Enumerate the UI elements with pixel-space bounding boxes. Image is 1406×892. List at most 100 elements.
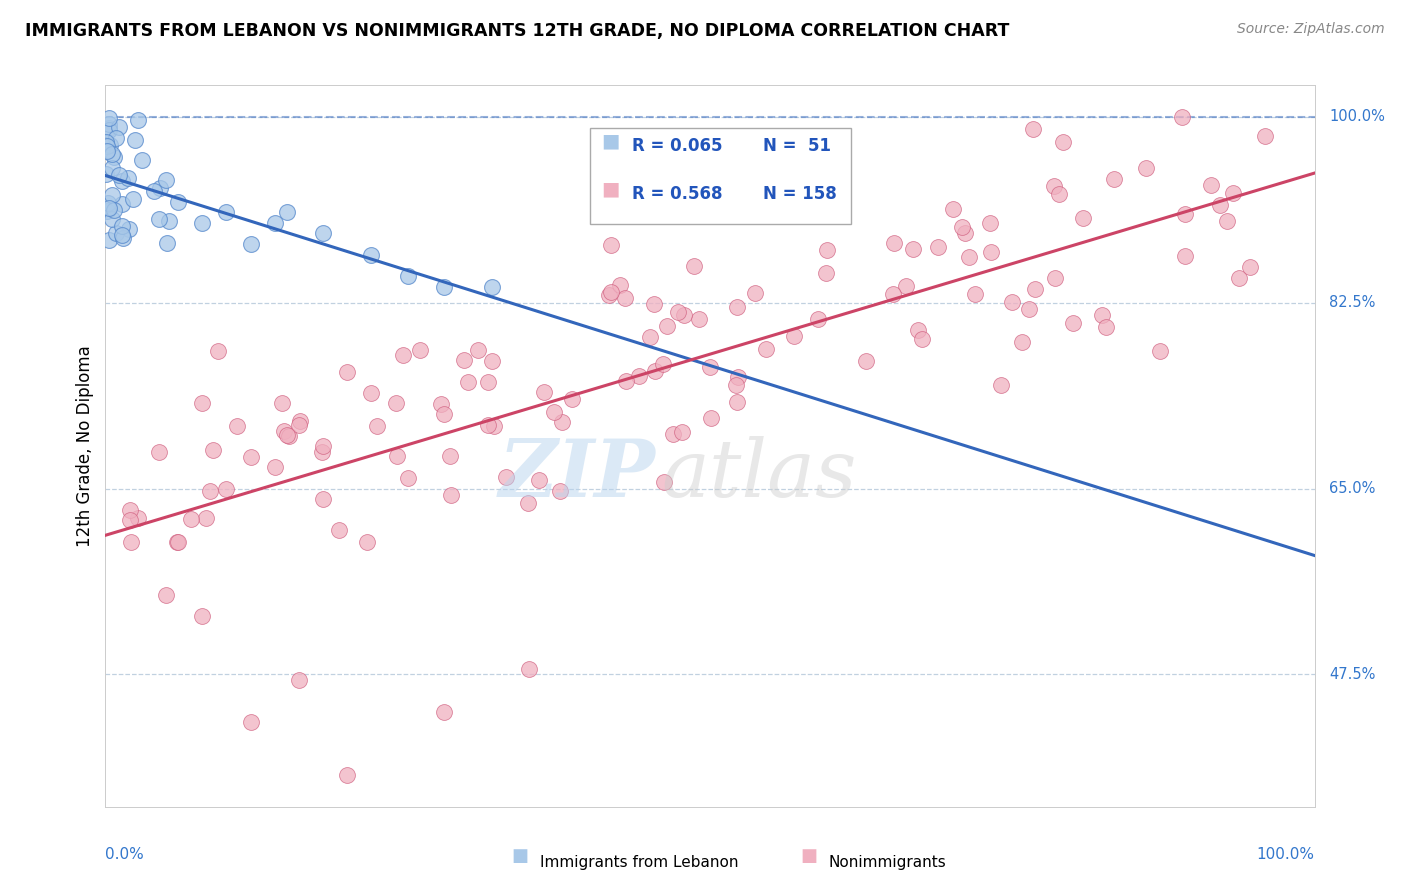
Point	[481, 279, 503, 293]
Point	[477, 417, 499, 432]
Text: N =  51: N = 51	[763, 136, 831, 154]
Point	[288, 673, 311, 687]
Point	[148, 211, 170, 226]
Point	[1227, 271, 1250, 285]
Point	[671, 425, 693, 440]
Point	[1022, 121, 1045, 136]
Point	[97, 195, 120, 210]
Point	[195, 510, 218, 524]
Point	[273, 424, 295, 438]
Point	[688, 311, 710, 326]
Point	[614, 374, 637, 388]
Point	[118, 221, 141, 235]
Point	[1071, 211, 1094, 225]
Point	[111, 219, 134, 234]
Point	[336, 768, 359, 782]
Point	[517, 662, 540, 676]
Point	[725, 300, 748, 314]
Point	[118, 513, 141, 527]
Point	[276, 205, 298, 219]
Point	[276, 428, 298, 442]
Point	[148, 445, 170, 459]
Point	[155, 173, 177, 187]
Point	[98, 123, 121, 137]
Point	[907, 323, 929, 337]
Point	[1254, 128, 1277, 143]
Point	[543, 405, 565, 419]
Point	[155, 236, 177, 251]
Point	[96, 144, 118, 158]
Point	[433, 407, 456, 421]
Point	[122, 192, 145, 206]
Point	[356, 534, 378, 549]
Point	[288, 417, 311, 432]
Text: Nonimmigrants: Nonimmigrants	[828, 855, 946, 870]
Point	[477, 375, 499, 389]
Point	[96, 135, 118, 149]
Point	[699, 360, 721, 375]
Text: atlas: atlas	[662, 436, 858, 514]
Point	[957, 250, 980, 264]
Point	[108, 120, 131, 134]
Point	[1047, 187, 1070, 202]
Point	[111, 231, 134, 245]
Point	[950, 220, 973, 235]
Point	[97, 233, 120, 247]
Point	[1024, 282, 1046, 296]
Point	[98, 138, 121, 153]
Point	[270, 395, 292, 409]
Point	[360, 248, 382, 262]
Point	[107, 168, 129, 182]
Point	[149, 181, 172, 195]
Point	[627, 368, 650, 383]
Point	[1104, 172, 1126, 186]
Point	[225, 418, 247, 433]
Point	[896, 278, 918, 293]
Point	[548, 484, 571, 499]
Point	[191, 396, 214, 410]
Text: 100.0%: 100.0%	[1257, 847, 1315, 862]
Point	[311, 444, 333, 458]
Point	[127, 113, 149, 128]
Point	[783, 329, 806, 343]
Point	[980, 244, 1002, 259]
Point	[111, 227, 134, 242]
Point	[963, 286, 986, 301]
Point	[551, 415, 574, 429]
Point	[643, 296, 665, 310]
Text: ZIP: ZIP	[499, 436, 655, 514]
Point	[1052, 135, 1074, 149]
Point	[131, 153, 153, 167]
Point	[433, 279, 456, 293]
Point	[467, 343, 489, 358]
Point	[433, 705, 456, 719]
Point	[96, 138, 118, 153]
Point	[600, 238, 623, 252]
Point	[482, 418, 505, 433]
Point	[724, 377, 747, 392]
Point	[166, 534, 188, 549]
Point	[1011, 335, 1033, 350]
Text: R = 0.568: R = 0.568	[633, 185, 723, 202]
Point	[517, 495, 540, 509]
Text: Immigrants from Lebanon: Immigrants from Lebanon	[540, 855, 738, 870]
Point	[598, 288, 620, 302]
Point	[855, 353, 877, 368]
Point	[1135, 161, 1157, 175]
Point	[124, 133, 146, 147]
Point	[198, 484, 221, 499]
Point	[94, 168, 117, 182]
Point	[100, 212, 122, 227]
Point	[927, 239, 949, 253]
Point	[202, 443, 225, 458]
Point	[120, 534, 142, 549]
Point	[263, 460, 285, 475]
Point	[98, 117, 121, 131]
Point	[207, 344, 229, 359]
Point	[239, 237, 262, 252]
Point	[652, 475, 675, 489]
Point	[814, 267, 837, 281]
Text: 65.0%: 65.0%	[1329, 481, 1375, 496]
Point	[1043, 271, 1066, 285]
Point	[100, 187, 122, 202]
